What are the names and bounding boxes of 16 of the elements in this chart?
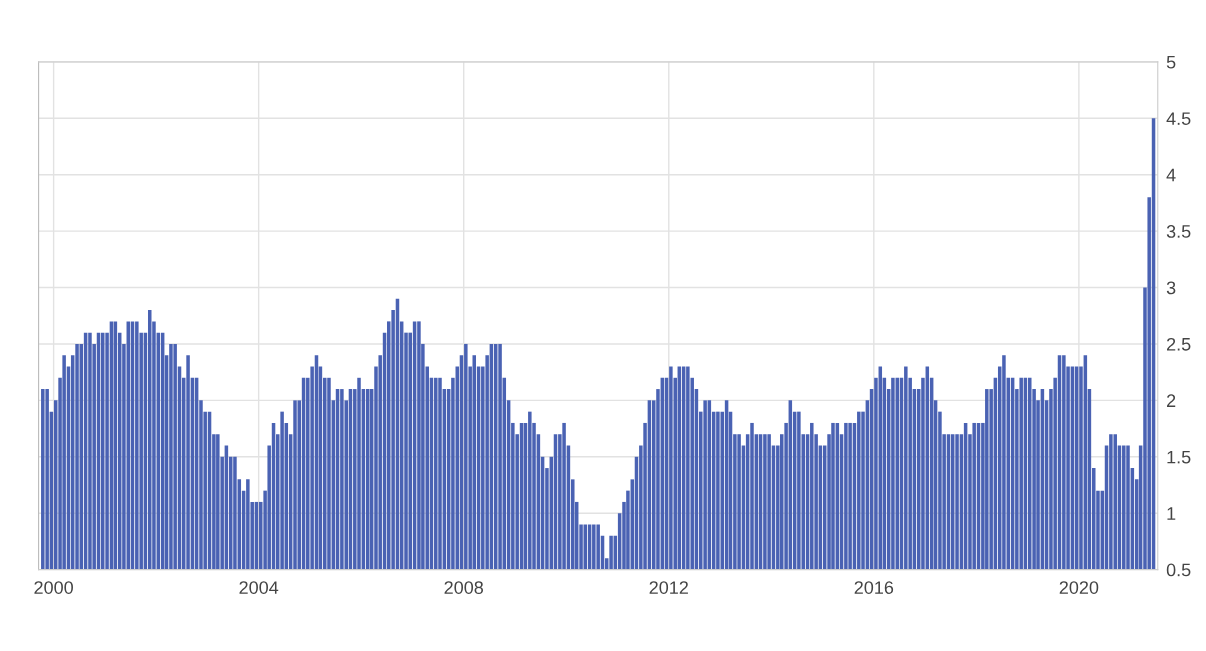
y-tick-label: 5 <box>1166 55 1176 69</box>
y-tick-label: 4 <box>1166 168 1176 182</box>
y-tick-label: 3.5 <box>1166 225 1191 238</box>
y-tick-label: 0.5 <box>1166 563 1191 577</box>
y-tick-label: 4.5 <box>1166 112 1191 125</box>
x-tick-label: 2004 <box>239 581 279 594</box>
x-tick-label: 2020 <box>1059 581 1099 594</box>
x-tick-label: 2000 <box>34 581 73 594</box>
y-tick-label: 1 <box>1167 507 1176 520</box>
x-tick-label: 2016 <box>854 581 894 594</box>
y-tick-label: 1.5 <box>1167 450 1191 464</box>
y-tick-label: 2.5 <box>1167 337 1191 351</box>
y-tick-label: 3 <box>1166 281 1176 295</box>
x-tick-label: 2012 <box>649 581 688 594</box>
y-tick-label: 2 <box>1167 394 1176 407</box>
x-tick-label: 2008 <box>444 581 484 594</box>
